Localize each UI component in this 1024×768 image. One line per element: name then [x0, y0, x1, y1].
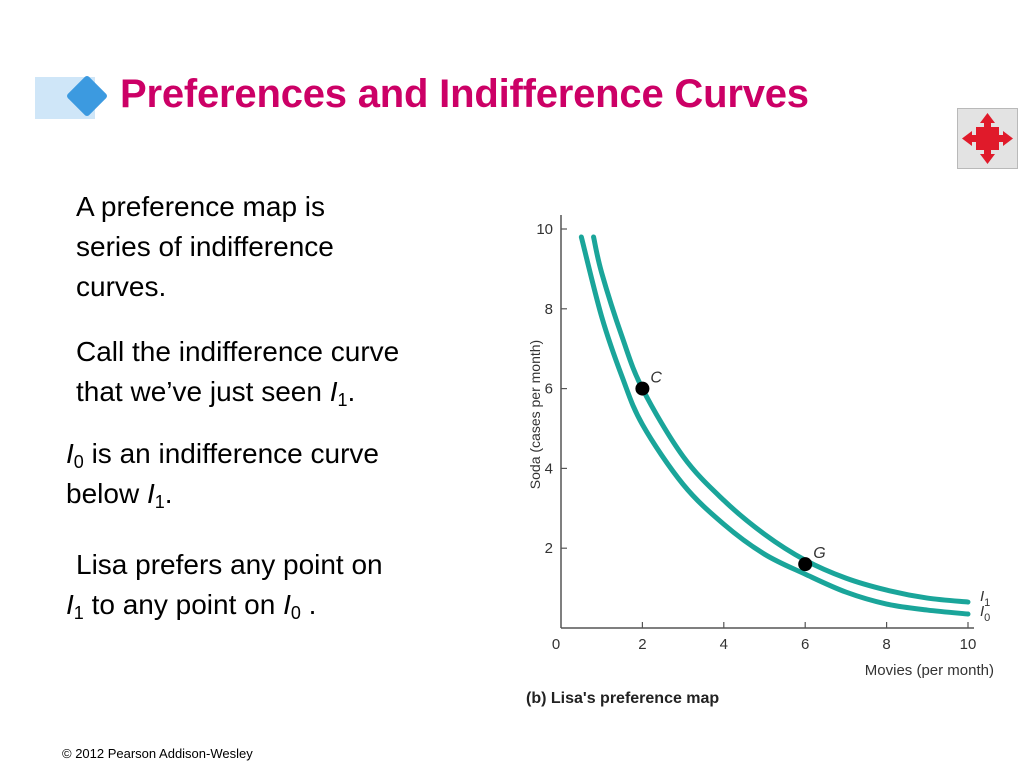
text-fragment: is an indifference curve — [83, 438, 379, 469]
text-fragment: to any point on — [83, 589, 284, 620]
curve-i0 — [578, 234, 971, 617]
curve-i1 — [591, 234, 971, 605]
slide-title: Preferences and Indifference Curves — [120, 72, 809, 116]
text-line: I1 to any point on I0 . — [66, 585, 383, 625]
text-fragment: . — [300, 589, 317, 620]
point-label-c: C — [650, 370, 662, 387]
indifference-curves — [578, 234, 971, 617]
point-label-g: G — [813, 545, 825, 562]
y-axis-label: Soda (cases per month) — [527, 340, 543, 489]
text-fragment: . — [347, 376, 356, 407]
four-way-arrows-icon — [962, 113, 1013, 164]
curve-symbol: I — [66, 589, 74, 620]
text-line: I0 is an indifference curve — [66, 434, 379, 474]
y-tick-label: 6 — [545, 381, 553, 398]
text-line: A preference map is — [76, 191, 326, 222]
x-axis-label: Movies (per month) — [865, 662, 994, 679]
chart-points: CG — [635, 370, 826, 572]
paragraph-lisa-prefers: Lisa prefers any point on I1 to any poin… — [66, 545, 383, 625]
x-tick-label: 10 — [960, 636, 977, 653]
x-tick-label: 4 — [720, 636, 728, 653]
text-line: curves. — [76, 271, 167, 302]
copyright-footer: © 2012 Pearson Addison-Wesley — [62, 746, 253, 761]
y-tick-label: 10 — [536, 221, 553, 238]
y-tick-label: 4 — [545, 460, 553, 477]
text-line: Call the indifference curve — [76, 336, 400, 367]
x-tick-label: 8 — [882, 636, 890, 653]
y-tick-label: 8 — [545, 301, 553, 318]
paragraph-preference-map: A preference map is series of indifferen… — [76, 187, 334, 307]
navigation-button[interactable] — [957, 108, 1018, 169]
text-fragment: that we’ve just seen — [76, 376, 330, 407]
curve-label-i1: I1 — [980, 588, 990, 609]
curve-symbol: I — [66, 438, 74, 469]
text-fragment: below — [66, 478, 147, 509]
curve-symbol: I — [283, 589, 291, 620]
curve-symbol: I — [329, 376, 338, 407]
text-line: Lisa prefers any point on — [76, 549, 383, 580]
text-line: that we’ve just seen I1. — [76, 372, 399, 412]
point-g — [798, 557, 813, 572]
curve-label-i0: I0 — [980, 603, 990, 624]
axis-ticks: 0 2 4 6 8 10 2 4 6 8 10 — [536, 221, 976, 653]
text-line: series of indifference — [76, 231, 334, 262]
subscript: 1 — [73, 603, 84, 623]
x-tick-label: 2 — [638, 636, 646, 653]
point-c — [635, 381, 650, 396]
subscript: 0 — [290, 603, 301, 623]
paragraph-i0-below: I0 is an indifference curve below I1. — [66, 434, 379, 514]
text-line: below I1. — [66, 474, 379, 514]
y-tick-label: 2 — [545, 540, 553, 557]
paragraph-call-curve: Call the indifference curve that we’ve j… — [76, 332, 399, 412]
subscript: 0 — [73, 452, 84, 472]
curve-symbol: I — [146, 478, 155, 509]
x-tick-label: 0 — [552, 636, 560, 653]
subscript: 1 — [154, 492, 165, 512]
chart-caption: (b) Lisa's preference map — [526, 690, 719, 707]
text-fragment: . — [164, 478, 173, 509]
x-tick-label: 6 — [801, 636, 809, 653]
subscript: 1 — [337, 390, 348, 410]
